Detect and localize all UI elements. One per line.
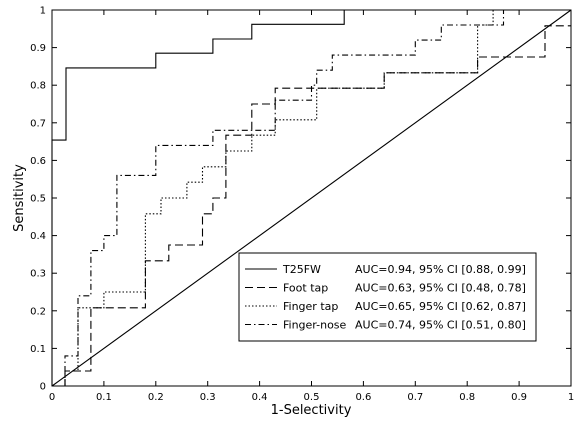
legend-auc-t25fw: AUC=0.94, 95% CI [0.88, 0.99] <box>355 263 526 276</box>
legend-auc-foot-tap: AUC=0.63, 95% CI [0.48, 0.78] <box>355 282 526 295</box>
x-tick-label: 0.1 <box>96 392 112 403</box>
x-tick-label: 0 <box>49 392 55 403</box>
x-tick-label: 0.5 <box>304 392 320 403</box>
y-tick-label: 0.5 <box>30 194 46 205</box>
x-tick-label: 0.4 <box>252 392 268 403</box>
legend-entries: T25FW AUC=0.94, 95% CI [0.88, 0.99] Foot t… <box>245 263 526 332</box>
x-tick-label: 0.6 <box>355 392 371 403</box>
x-tick-label: 0.8 <box>459 392 475 403</box>
y-tick-label: 0.6 <box>30 156 46 167</box>
series-layer <box>51 9 572 387</box>
legend-name-finger-tap: Finger tap <box>283 300 338 313</box>
legend-auc-finger-tap: AUC=0.65, 95% CI [0.62, 0.87] <box>355 300 526 313</box>
legend-name-foot-tap: Foot tap <box>283 282 328 295</box>
y-axis-label: Sensitivity <box>12 164 27 232</box>
legend-box <box>238 252 537 342</box>
legend-name-t25fw: T25FW <box>282 263 321 276</box>
series-line-finger-nose <box>52 9 571 387</box>
y-tick-label: 0.3 <box>30 269 46 280</box>
y-tick-label: 0 <box>40 382 46 393</box>
legend: T25FW AUC=0.94, 95% CI [0.88, 0.99] Foot t… <box>238 252 537 342</box>
y-tick-label: 0.8 <box>30 81 46 92</box>
y-tick-label: 0.2 <box>30 306 46 317</box>
x-tick-label: 0.2 <box>148 392 164 403</box>
tick-layer: 0 0.1 0.2 0.3 0.4 0.5 0.6 0.7 0.8 0.9 1 0 0.1 0.2 0.3 0… <box>30 6 574 404</box>
y-tick-label: 0.7 <box>30 118 46 129</box>
x-tick-label: 1 <box>568 392 574 403</box>
x-tick-label: 0.3 <box>200 392 216 403</box>
legend-name-finger-nose: Finger-nose <box>283 319 347 332</box>
reference-diagonal-line <box>51 9 572 387</box>
series-line-foot-tap <box>52 25 571 387</box>
x-tick-label: 0.7 <box>407 392 423 403</box>
y-tick-label: 0.9 <box>30 43 46 54</box>
y-tick-label: 1 <box>40 6 46 17</box>
x-axis-label: 1-Selectivity <box>271 403 352 418</box>
y-tick-label: 0.1 <box>30 344 46 355</box>
series-line-t25fw <box>51 9 571 386</box>
x-tick-label: 0.9 <box>511 392 527 403</box>
y-tick-label: 0.4 <box>30 231 46 242</box>
legend-auc-finger-nose: AUC=0.74, 95% CI [0.51, 0.80] <box>355 319 526 332</box>
